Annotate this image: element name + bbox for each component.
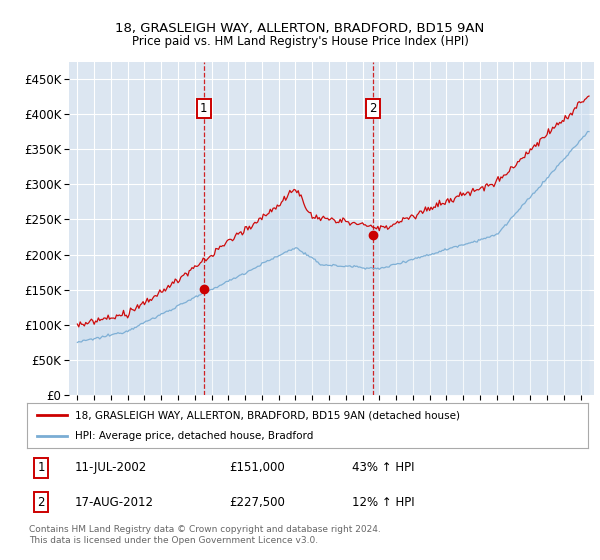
Text: 18, GRASLEIGH WAY, ALLERTON, BRADFORD, BD15 9AN: 18, GRASLEIGH WAY, ALLERTON, BRADFORD, B… <box>115 22 485 35</box>
Text: Contains HM Land Registry data © Crown copyright and database right 2024.
This d: Contains HM Land Registry data © Crown c… <box>29 525 380 545</box>
Text: 43% ↑ HPI: 43% ↑ HPI <box>352 461 415 474</box>
Text: 1: 1 <box>37 461 45 474</box>
Text: Price paid vs. HM Land Registry's House Price Index (HPI): Price paid vs. HM Land Registry's House … <box>131 35 469 48</box>
Text: 17-AUG-2012: 17-AUG-2012 <box>74 496 154 508</box>
Text: £151,000: £151,000 <box>229 461 285 474</box>
Text: 2: 2 <box>369 102 377 115</box>
Text: 2: 2 <box>37 496 45 508</box>
Text: £227,500: £227,500 <box>229 496 285 508</box>
Text: 18, GRASLEIGH WAY, ALLERTON, BRADFORD, BD15 9AN (detached house): 18, GRASLEIGH WAY, ALLERTON, BRADFORD, B… <box>74 410 460 421</box>
Text: 11-JUL-2002: 11-JUL-2002 <box>74 461 147 474</box>
Text: HPI: Average price, detached house, Bradford: HPI: Average price, detached house, Brad… <box>74 431 313 441</box>
Text: 12% ↑ HPI: 12% ↑ HPI <box>352 496 415 508</box>
Text: 1: 1 <box>200 102 208 115</box>
